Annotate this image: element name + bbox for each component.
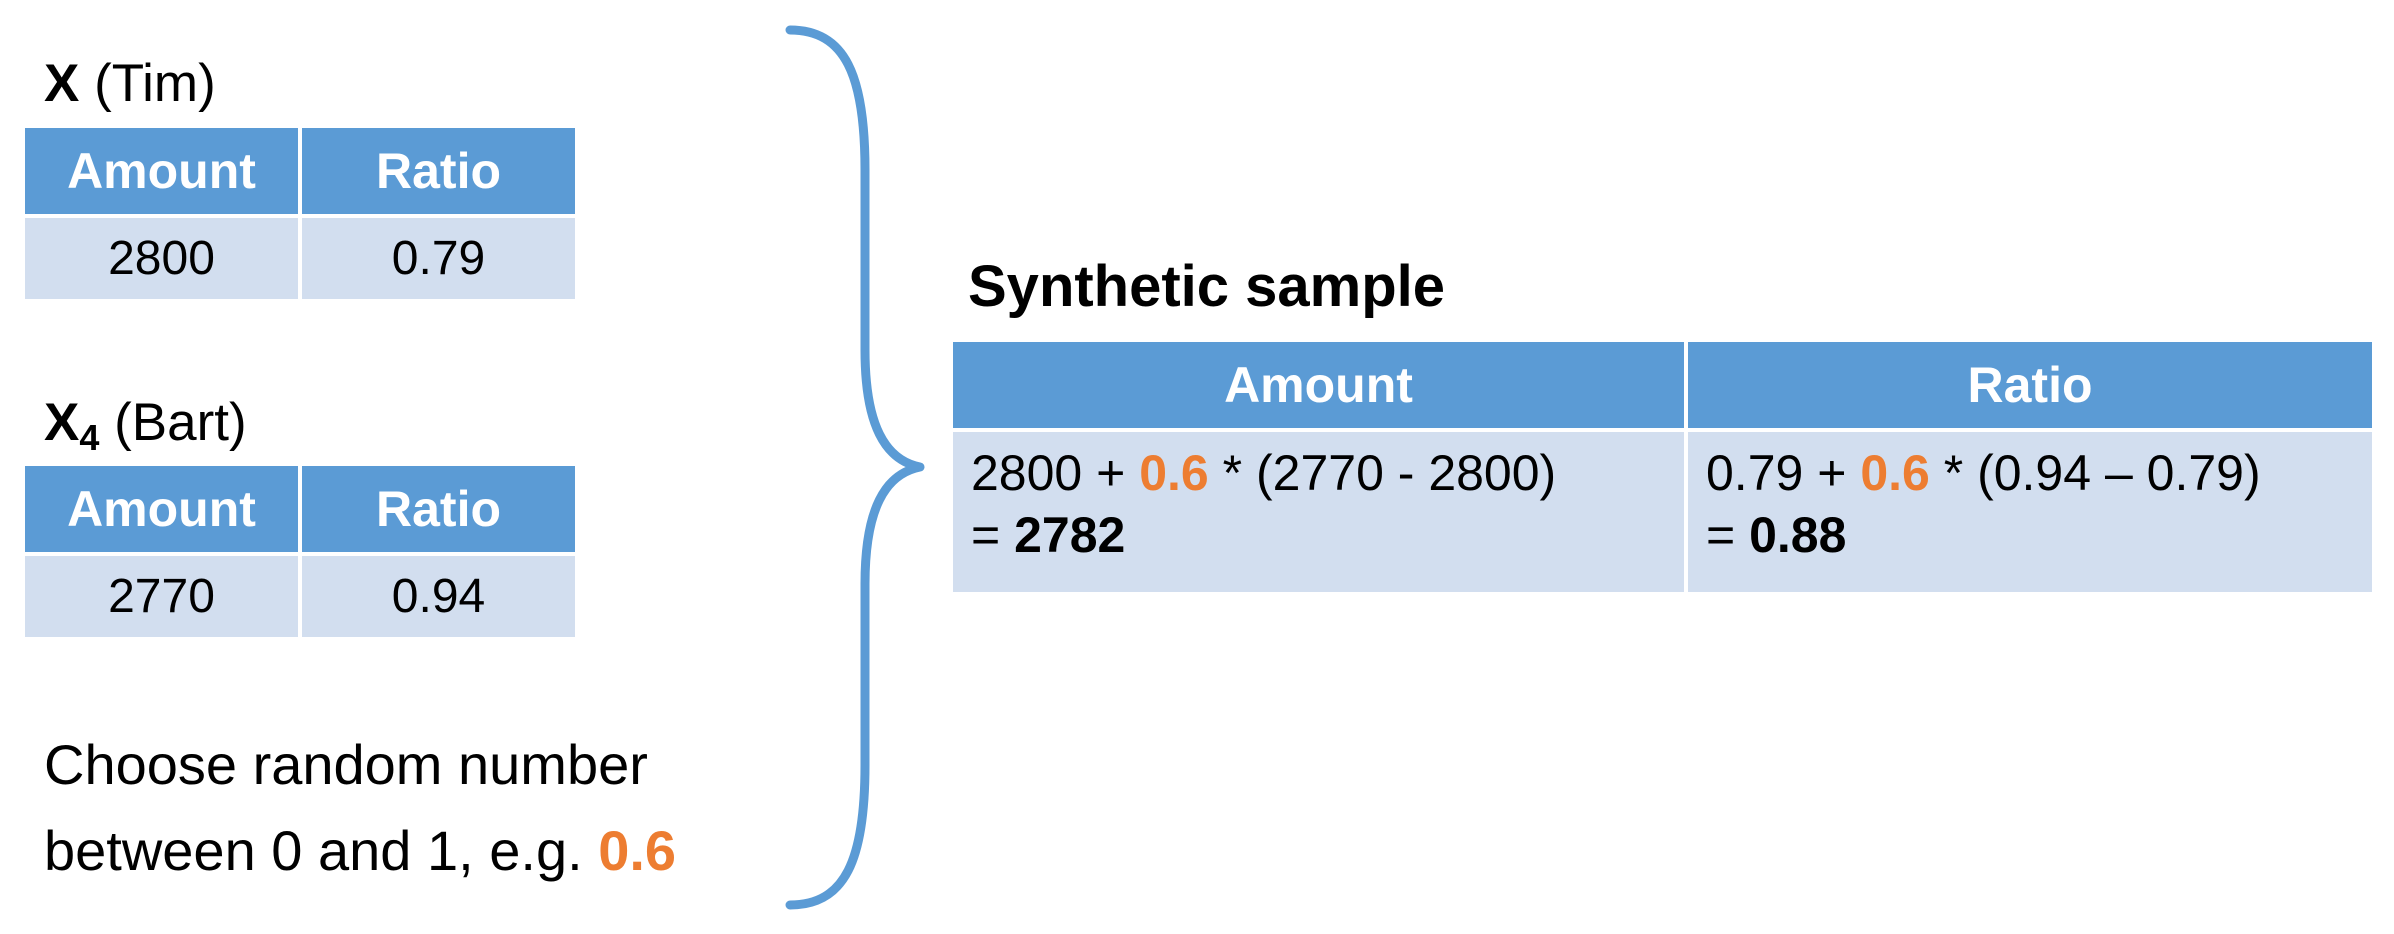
record-x4-symbol: X: [44, 393, 80, 452]
column-header-ratio: Ratio: [1688, 342, 2372, 428]
curly-brace: [785, 25, 925, 910]
ratio-result: 0.88: [1749, 507, 1847, 563]
cell-ratio-formula: 0.79 + 0.6 * (0.94 – 0.79) = 0.88: [1688, 432, 2372, 592]
synthetic-table: Amount Ratio 2800 + 0.6 * (2770 - 2800) …: [949, 338, 2376, 596]
ratio-factor: 0.6: [1860, 445, 1930, 501]
random-note-line2: between 0 and 1, e.g. 0.6: [44, 808, 676, 894]
column-header-amount: Amount: [953, 342, 1684, 428]
table-row: 2800 0.79: [25, 218, 575, 299]
record-x4-name: (Bart): [114, 393, 247, 452]
cell-ratio: 0.94: [302, 556, 575, 637]
column-header-ratio: Ratio: [302, 466, 575, 552]
record-x-symbol: X: [44, 54, 80, 113]
cell-ratio: 0.79: [302, 218, 575, 299]
column-header-amount: Amount: [25, 466, 298, 552]
ratio-result-line: = 0.88: [1706, 507, 1847, 563]
record-x4-label: X4 (Bart): [44, 392, 247, 456]
record-x4-table: Amount Ratio 2770 0.94: [21, 462, 579, 641]
record-x-label: X (Tim): [44, 53, 216, 115]
random-value: 0.6: [598, 819, 677, 882]
table-row: 2800 + 0.6 * (2770 - 2800) = 2782 0.79 +…: [953, 432, 2372, 592]
amount-factor: 0.6: [1139, 445, 1209, 501]
amount-result-line: = 2782: [971, 507, 1126, 563]
brace-path: [785, 25, 925, 910]
table-header-row: Amount Ratio: [25, 466, 575, 552]
record-x-name: (Tim): [94, 54, 216, 113]
column-header-amount: Amount: [25, 128, 298, 214]
table-header-row: Amount Ratio: [25, 128, 575, 214]
amount-expression: 2800 + 0.6 * (2770 - 2800): [971, 445, 1557, 501]
ratio-expression: 0.79 + 0.6 * (0.94 – 0.79): [1706, 445, 2261, 501]
column-header-ratio: Ratio: [302, 128, 575, 214]
random-note-prefix: between 0 and 1, e.g.: [44, 819, 583, 882]
record-x4-subscript: 4: [79, 417, 100, 458]
record-x-table: Amount Ratio 2800 0.79: [21, 124, 579, 303]
random-note-line1: Choose random number: [44, 733, 648, 796]
cell-amount: 2800: [25, 218, 298, 299]
random-number-note: Choose random number between 0 and 1, e.…: [44, 722, 676, 894]
table-header-row: Amount Ratio: [953, 342, 2372, 428]
cell-amount-formula: 2800 + 0.6 * (2770 - 2800) = 2782: [953, 432, 1684, 592]
amount-result: 2782: [1014, 507, 1126, 563]
cell-amount: 2770: [25, 556, 298, 637]
synthetic-title: Synthetic sample: [968, 254, 1446, 319]
table-row: 2770 0.94: [25, 556, 575, 637]
